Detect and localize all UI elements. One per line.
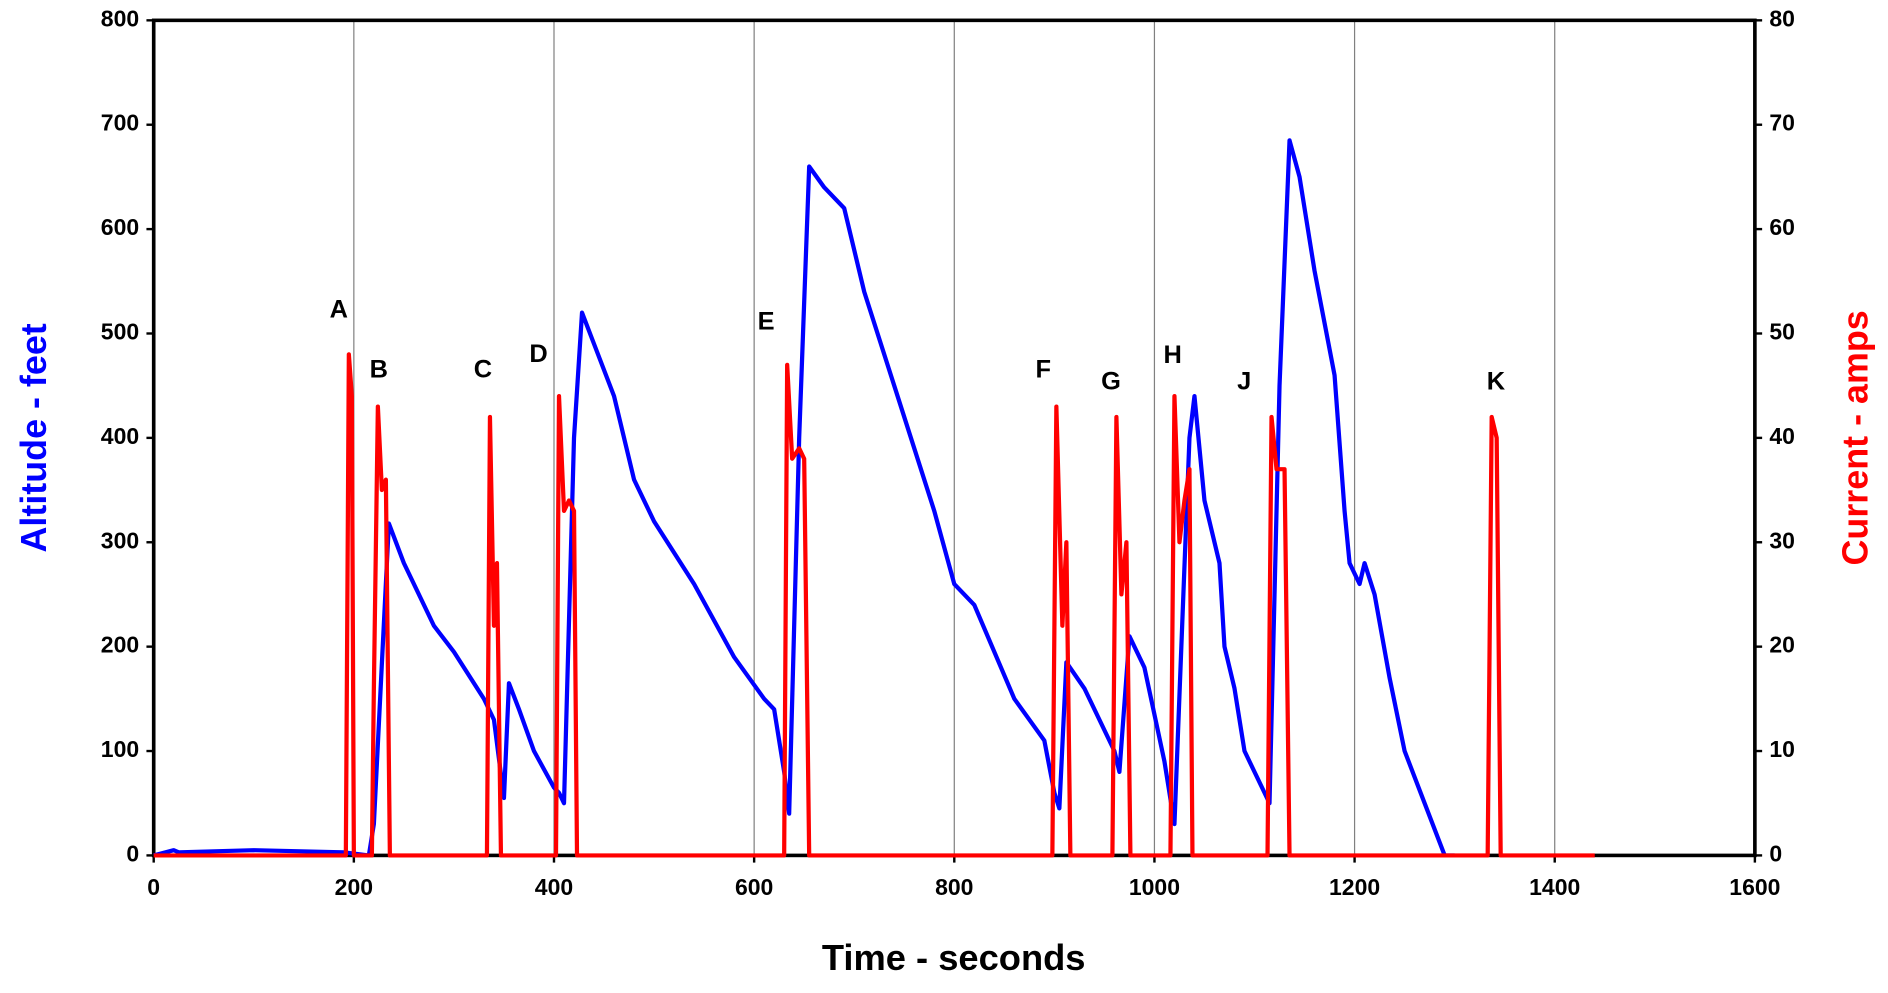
y-tick-label: 800 — [101, 5, 139, 31]
annotation: G — [1101, 368, 1121, 396]
x-tick-label: 1400 — [1529, 874, 1580, 900]
y2-tick-label: 0 — [1769, 841, 1782, 867]
y-tick-label: 600 — [101, 214, 139, 240]
data-line — [153, 138, 1455, 858]
y-tick-label: 200 — [101, 632, 139, 658]
y-tick-label: 0 — [126, 841, 139, 867]
x-tick-label: 800 — [935, 874, 973, 900]
y2-tick-label: 50 — [1769, 319, 1795, 345]
y2-tick-label: 20 — [1769, 632, 1795, 658]
annotation: B — [370, 356, 388, 384]
y2-tick-label: 10 — [1769, 736, 1795, 762]
y-axis-title: Altitude - feet — [13, 323, 54, 552]
y2-tick-label: 40 — [1769, 423, 1795, 449]
y2-tick-label: 80 — [1769, 5, 1795, 31]
annotation: E — [758, 308, 775, 336]
y-tick-label: 500 — [101, 319, 139, 345]
annotation: K — [1487, 368, 1506, 396]
x-tick-label: 1600 — [1729, 874, 1780, 900]
y-tick-label: 700 — [101, 110, 139, 136]
y2-tick-label: 70 — [1769, 110, 1795, 136]
y-tick-label: 300 — [101, 527, 139, 553]
y-tick-label: 100 — [101, 736, 139, 762]
x-axis-title: Time - seconds — [822, 937, 1086, 978]
annotation: D — [529, 340, 547, 368]
annotation: H — [1164, 341, 1182, 369]
x-tick-label: 400 — [535, 874, 573, 900]
annotation: F — [1035, 356, 1051, 384]
annotation: J — [1237, 368, 1251, 396]
x-tick-label: 200 — [335, 874, 373, 900]
x-tick-label: 1200 — [1329, 874, 1380, 900]
data-line — [153, 352, 1595, 858]
annotation: C — [474, 356, 492, 384]
y2-axis-title: Current - amps — [1834, 310, 1875, 565]
y2-tick-label: 60 — [1769, 214, 1795, 240]
x-tick-label: 1000 — [1129, 874, 1180, 900]
x-tick-label: 0 — [147, 874, 160, 900]
y2-tick-label: 30 — [1769, 527, 1795, 553]
annotation: A — [330, 296, 348, 324]
y-tick-label: 400 — [101, 423, 139, 449]
x-tick-label: 600 — [735, 874, 773, 900]
